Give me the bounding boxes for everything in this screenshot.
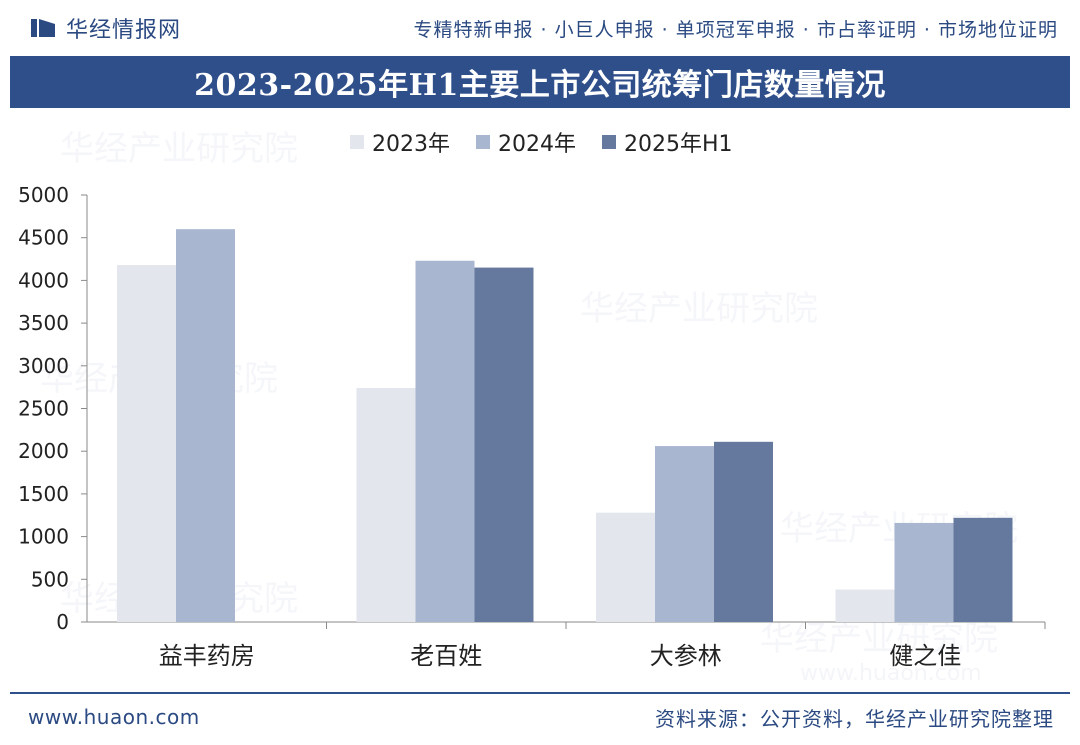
bar-2-2 — [415, 260, 475, 622]
brand[interactable]: 华经情报网 — [30, 12, 181, 44]
legend-label-2023: 2023年 — [372, 132, 450, 157]
legend-swatch-2025h1 — [602, 135, 616, 149]
y-tick-label: 2000 — [18, 439, 69, 463]
watermark-layer: 华经产业研究院华经产业研究院华经产业研究院华经产业研究院华经产业研究院华经产业研… — [40, 129, 1018, 686]
bar-1-2 — [356, 388, 416, 622]
bar-2-1 — [176, 229, 235, 622]
y-tick-label: 5000 — [18, 183, 69, 207]
legend-label-2024: 2024年 — [498, 132, 576, 157]
x-tick-label: 老百姓 — [410, 642, 482, 670]
title-bar: 2023-2025年H1主要上市公司统筹门店数量情况 — [10, 56, 1070, 108]
x-tick-label: 大参林 — [650, 642, 722, 670]
bar-3-4 — [953, 517, 1013, 622]
legend-swatch-2024 — [476, 135, 490, 149]
chart-axes: 0 500 1000 1500 2000 2500 3000 3500 4000 4500 5000… — [18, 183, 1046, 670]
watermark-text: 华经产业研究院 — [580, 289, 818, 329]
y-tick-label: 500 — [31, 567, 69, 591]
y-tick-label: 4500 — [18, 226, 69, 250]
bar-2-4 — [894, 522, 954, 622]
brand-logo-icon — [31, 19, 55, 37]
bar-1-1 — [117, 265, 176, 622]
legend-label-2025h1: 2025年H1 — [624, 132, 733, 157]
y-tick-label: 1000 — [18, 525, 69, 549]
y-tick-label: 3000 — [18, 354, 69, 378]
chart-plot: 华经产业研究院华经产业研究院华经产业研究院华经产业研究院华经产业研究院华经产业研… — [18, 129, 1046, 686]
x-tick-label: 健之佳 — [889, 642, 961, 670]
footer: www.huaon.com 资料来源：公开资料，华经产业研究院整理 — [0, 697, 1080, 737]
bar-1-4 — [835, 589, 895, 622]
bar-1-3 — [596, 512, 655, 622]
top-header: 华经情报网 专精特新申报 · 小巨人申报 · 单项冠军申报 · 市占率证明 · … — [0, 0, 1080, 56]
chart-legend: 2023年 2024年 2025年H1 — [350, 126, 733, 158]
footer-url[interactable]: www.huaon.com — [28, 705, 200, 729]
y-tick-label: 2500 — [18, 397, 69, 421]
brand-name: 华经情报网 — [66, 18, 182, 43]
bar-2-3 — [655, 446, 714, 622]
legend-swatch-2023 — [350, 135, 364, 149]
bar-3-3 — [714, 441, 773, 622]
y-tick-label: 3500 — [18, 311, 69, 335]
legend-item-2024: 2024年 — [476, 126, 576, 158]
y-tick-label: 4000 — [18, 268, 69, 292]
y-tick-label: 1500 — [18, 482, 69, 506]
bar-3-2 — [474, 267, 534, 622]
chart-bars — [117, 229, 1013, 622]
services-list: 专精特新申报 · 小巨人申报 · 单项冠军申报 · 市占率证明 · 市场地位证明 — [413, 18, 1058, 41]
legend-item-2025h1: 2025年H1 — [602, 126, 733, 158]
watermark-text: 华经产业研究院 — [760, 619, 998, 659]
watermark-text: 华经产业研究院 — [60, 129, 298, 169]
legend-item-2023: 2023年 — [350, 126, 450, 158]
x-tick-label: 益丰药房 — [159, 642, 255, 670]
watermark-url: www.huaon.com — [800, 661, 982, 686]
footer-divider — [10, 692, 1070, 694]
footer-source: 资料来源：公开资料，华经产业研究院整理 — [655, 706, 1054, 731]
y-tick-label: 0 — [56, 610, 69, 634]
chart-title: 2023-2025年H1主要上市公司统筹门店数量情况 — [194, 68, 886, 103]
